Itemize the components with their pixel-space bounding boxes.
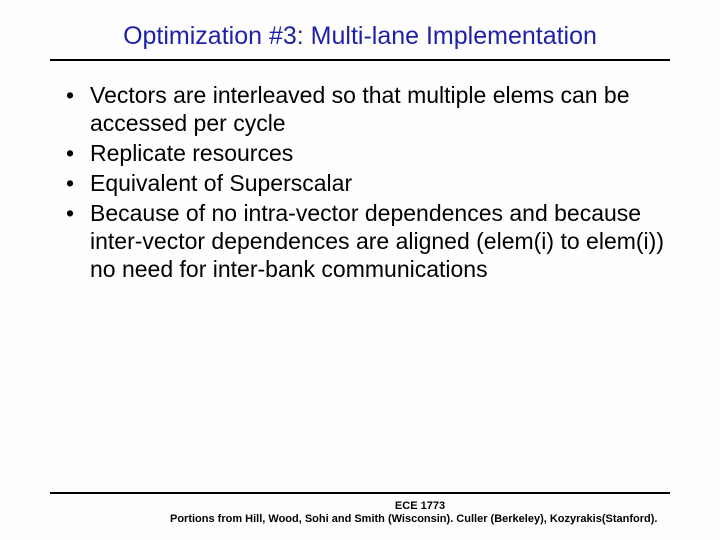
slide-content: Vectors are interleaved so that multiple… bbox=[50, 81, 670, 492]
footer-course: ECE 1773 bbox=[170, 500, 670, 512]
bullet-item: Vectors are interleaved so that multiple… bbox=[64, 81, 670, 137]
bullet-item: Replicate resources bbox=[64, 139, 670, 167]
bullet-item: Because of no intra-vector dependences a… bbox=[64, 199, 670, 283]
footer-line bbox=[50, 492, 670, 494]
bullet-list: Vectors are interleaved so that multiple… bbox=[64, 81, 670, 283]
footer-credits: Portions from Hill, Wood, Sohi and Smith… bbox=[170, 513, 670, 526]
title-underline bbox=[50, 59, 670, 61]
bullet-item: Equivalent of Superscalar bbox=[64, 169, 670, 197]
slide-title: Optimization #3: Multi-lane Implementati… bbox=[50, 22, 670, 59]
slide-footer: ECE 1773 Portions from Hill, Wood, Sohi … bbox=[50, 500, 670, 540]
slide-container: Optimization #3: Multi-lane Implementati… bbox=[0, 0, 720, 540]
